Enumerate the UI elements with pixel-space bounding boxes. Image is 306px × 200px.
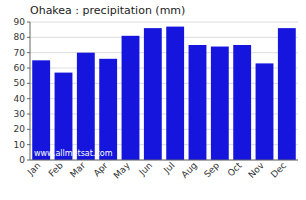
grid-line	[30, 22, 298, 23]
y-tick-label: 90	[14, 17, 26, 27]
grid-line	[30, 52, 298, 53]
x-tick-label: Jun	[137, 160, 155, 178]
x-tick-label: Aug	[179, 160, 199, 180]
bar	[189, 45, 207, 160]
y-tick-label: 70	[14, 48, 26, 58]
x-tick-label: Dec	[269, 160, 288, 179]
bar	[77, 53, 95, 160]
x-tick-label: May	[112, 160, 133, 181]
bars	[32, 27, 296, 160]
y-tick-label: 60	[14, 63, 26, 73]
annotation: www.allmetsat.com	[34, 149, 113, 158]
bar	[256, 63, 274, 160]
y-tick-label: 40	[14, 94, 26, 104]
y-tick-label: 30	[14, 109, 26, 119]
y-tick-label: 80	[14, 32, 26, 42]
chart-container: 0 10 20 30 40 50 60 70 80 90 JanFebMarAprMayJun Jul…	[0, 0, 306, 200]
y-tick-label: 20	[14, 124, 26, 134]
bar	[144, 28, 162, 160]
x-tick-label: Jan	[25, 160, 43, 178]
x-tick-label: Apr	[91, 160, 109, 178]
x-tick-label: Sep	[202, 160, 221, 179]
title: Ohakea : precipitation (mm)	[30, 4, 185, 17]
bar	[278, 28, 296, 160]
y-tick-label: 0	[19, 155, 25, 165]
chart-svg: 0 10 20 30 40 50 60 70 80 90 JanFebMarAprMayJun Jul…	[0, 0, 306, 200]
x-tick-label: Mar	[68, 160, 87, 179]
bar	[122, 36, 140, 160]
y-tick-label: 50	[14, 78, 26, 88]
x-tick-label: Nov	[246, 160, 266, 180]
bar	[233, 45, 251, 160]
bar	[99, 59, 117, 160]
x-tick-label: Jul	[161, 160, 176, 175]
x-tick-label: Feb	[47, 160, 66, 179]
grid-line	[30, 37, 298, 38]
x-tick-label: Oct	[226, 160, 244, 178]
bar	[166, 27, 184, 160]
bar	[55, 73, 73, 160]
bar	[32, 60, 50, 160]
y-axis-line	[30, 22, 31, 160]
x-axis: JanFebMarAprMayJun JulAugSep OctNovDec	[25, 160, 288, 181]
y-axis: 0 10 20 30 40 50 60 70 80 90	[14, 17, 298, 165]
bar	[211, 47, 229, 160]
y-tick-label: 10	[14, 140, 26, 150]
